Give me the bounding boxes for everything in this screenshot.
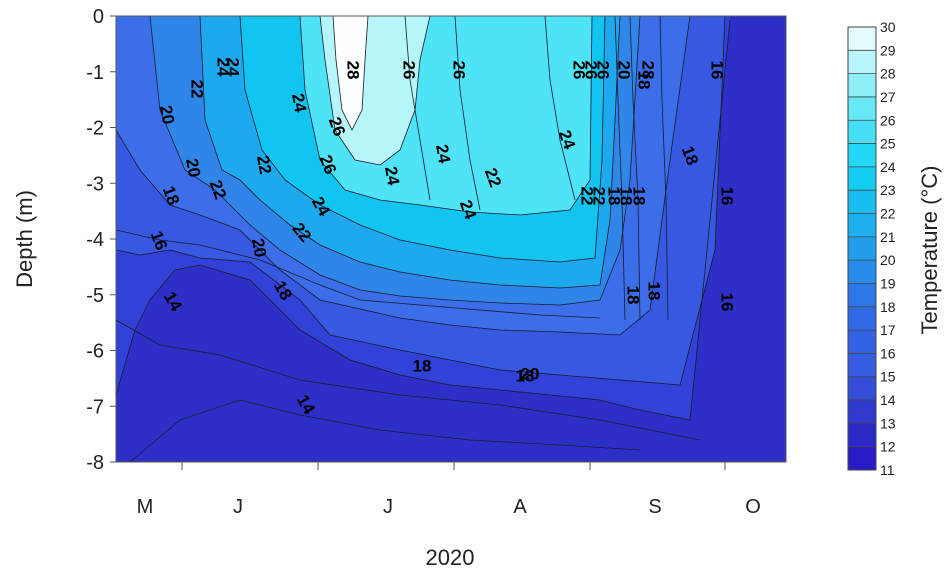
y-tick-label: -2 (86, 118, 104, 140)
colorbar-band (848, 283, 876, 308)
contour-lines (116, 16, 731, 462)
contour-label: 18 (516, 366, 535, 385)
colorbar-tick-label: 23 (880, 182, 896, 198)
colorbar-tick-label: 26 (880, 112, 896, 128)
colorbar-band (848, 400, 876, 424)
colorbar-tick-label: 14 (880, 392, 896, 408)
colorbar-tick-label: 25 (880, 136, 896, 152)
contour-label: 26 (400, 61, 419, 80)
colorbar-band (848, 213, 876, 238)
x-tick-label: A (513, 496, 527, 518)
colorbar-band (848, 96, 876, 121)
contour-label: 20 (182, 157, 204, 179)
contour-label: 26 (582, 61, 601, 80)
contour-label: 24 (214, 58, 233, 77)
colorbar-tick-label: 28 (880, 66, 896, 82)
contour-label: 18 (635, 71, 654, 90)
contour-label: 24 (381, 165, 403, 187)
contour-label: 22 (188, 80, 207, 99)
contour-label: 18 (617, 187, 636, 206)
colorbar-band (848, 166, 876, 191)
y-axis-title: Depth (m) (12, 190, 37, 288)
y-tick-label: -3 (86, 173, 104, 195)
contour-label: 20 (615, 61, 634, 80)
colorbar-tick-label: 29 (880, 42, 896, 58)
contour-label: 26 (450, 61, 469, 80)
x-axis-title: 2020 (426, 545, 475, 570)
colorbar-tick-label: 20 (880, 252, 896, 268)
colorbar-title: Temperature (°C) (917, 166, 942, 335)
contour-label: 28 (344, 61, 363, 80)
colorbar-tick-label: 12 (880, 439, 896, 455)
contour-label: 18 (413, 356, 432, 375)
colorbar-band (848, 376, 876, 401)
x-tick-label: J (233, 496, 243, 518)
colorbar-tick-label: 27 (880, 89, 896, 105)
y-tick-label: -7 (86, 396, 104, 418)
colorbar-band (848, 306, 876, 331)
contour-label: 20 (248, 237, 270, 259)
colorbar-tick-label: 18 (880, 299, 896, 315)
y-tick-label: -1 (86, 62, 104, 84)
x-tick-label: S (648, 496, 661, 518)
contour-label: 18 (624, 286, 643, 305)
colorbar-tick-label: 11 (880, 462, 895, 478)
colorbar-tick-label: 19 (880, 275, 896, 291)
x-tick-label: J (383, 496, 393, 518)
y-tick-label: -6 (86, 341, 104, 363)
colorbar-tick-label: 13 (880, 415, 896, 431)
contour-label: 22 (578, 187, 597, 206)
contour-label: 16 (708, 61, 727, 80)
colorbar-band (848, 260, 876, 284)
contour-label: 26 (594, 61, 613, 80)
colorbar-tick-label: 21 (880, 229, 896, 245)
colorbar: 30 29 28 27 26 25 24 23 22 21 20 19 18 17 16 15 14 13 12 11 (847, 19, 896, 478)
contour-label: 24 (224, 58, 243, 77)
contour-label: 16 (718, 187, 737, 206)
contour-label: 26 (570, 61, 589, 80)
y-tick-label: 0 (93, 6, 104, 28)
contour-label: 18 (605, 187, 624, 206)
y-axis: 0 -1 -2 -3 -4 -5 -6 -7 -8 (86, 6, 116, 474)
contour-label: 22 (253, 154, 275, 176)
y-tick-label: -5 (86, 285, 104, 307)
x-tick-label: O (745, 496, 761, 518)
contour-label: 18 (645, 282, 664, 301)
colorbar-tick-label: 16 (880, 345, 896, 361)
colorbar-tick-label: 17 (880, 322, 896, 338)
contour-label: 18 (630, 187, 649, 206)
colorbar-band (848, 190, 876, 215)
contour-label: 28 (639, 61, 658, 80)
colorbar-band (848, 446, 876, 471)
colorbar-tick-label: 15 (880, 369, 896, 385)
contour-label: 16 (718, 293, 737, 312)
contour-label: 24 (432, 143, 454, 165)
y-tick-label: -8 (86, 452, 104, 474)
x-tick-label: M (137, 496, 154, 518)
contour-label: 20 (521, 364, 540, 383)
colorbar-tick-label: 24 (880, 159, 896, 175)
contour-label: 24 (288, 92, 310, 114)
colorbar-band (848, 423, 876, 448)
colorbar-band (848, 27, 876, 51)
colorbar-band (848, 330, 876, 354)
colorbar-tick-label: 22 (880, 206, 896, 222)
colorbar-band (848, 120, 876, 145)
contour-label: 20 (156, 104, 178, 126)
contour-band-30 (333, 16, 368, 130)
contour-label: 22 (590, 187, 609, 206)
colorbar-band (848, 353, 876, 378)
colorbar-tick-label: 30 (880, 19, 896, 35)
colorbar-band (848, 73, 876, 98)
colorbar-band (848, 143, 876, 168)
colorbar-band (848, 236, 876, 261)
y-tick-label: -4 (86, 229, 104, 251)
colorbar-band (848, 50, 876, 75)
